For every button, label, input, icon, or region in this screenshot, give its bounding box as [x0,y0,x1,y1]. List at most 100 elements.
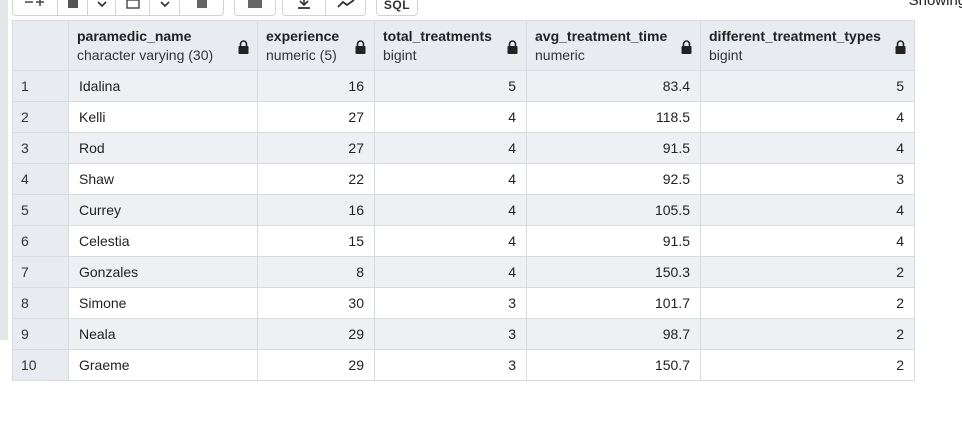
cell-avg-treatment-time[interactable]: 150.3 [526,256,701,288]
table-row: 1 Idalina 16 5 83.4 5 [12,70,915,102]
cell-different-treatment-types[interactable]: 4 [700,225,915,257]
cell-experience[interactable]: 27 [257,132,375,164]
cell-avg-treatment-time[interactable]: 101.7 [526,287,701,319]
cell-avg-treatment-time[interactable]: 98.7 [526,318,701,350]
cell-paramedic-name[interactable]: Kelli [68,101,258,133]
download-button[interactable] [283,0,325,15]
cell-paramedic-name[interactable]: Rod [68,132,258,164]
cell-experience[interactable]: 29 [257,318,375,350]
cell-paramedic-name[interactable]: Currey [68,194,258,226]
cell-total-treatments[interactable]: 5 [374,70,527,102]
cell-different-treatment-types[interactable]: 2 [700,256,915,288]
column-header-avg-treatment-time[interactable]: avg_treatment_time numeric [526,20,701,71]
cell-experience[interactable]: 22 [257,163,375,195]
cell-total-treatments[interactable]: 3 [374,287,527,319]
table-row: 4 Shaw 22 4 92.5 3 [12,163,915,195]
row-number[interactable]: 2 [12,101,69,133]
lock-icon [507,40,518,54]
cell-total-treatments[interactable]: 4 [374,163,527,195]
lock-icon [895,40,906,54]
cell-different-treatment-types[interactable]: 4 [700,132,915,164]
cell-avg-treatment-time[interactable]: 92.5 [526,163,701,195]
cell-paramedic-name[interactable]: Graeme [68,349,258,381]
cell-paramedic-name[interactable]: Celestia [68,225,258,257]
row-number[interactable]: 3 [12,132,69,164]
copy-button[interactable] [57,0,87,15]
column-name: avg_treatment_time [535,28,668,44]
cell-avg-treatment-time[interactable]: 91.5 [526,132,701,164]
cell-avg-treatment-time[interactable]: 91.5 [526,225,701,257]
row-number[interactable]: 8 [12,287,69,319]
cell-total-treatments[interactable]: 4 [374,132,527,164]
cell-avg-treatment-time[interactable]: 105.5 [526,194,701,226]
row-number[interactable]: 10 [12,349,69,381]
column-name: paramedic_name [77,28,192,44]
row-number[interactable]: 5 [12,194,69,226]
column-type: bigint [383,47,417,63]
save-data-button[interactable] [234,0,276,16]
copy-options-dropdown[interactable] [87,0,115,15]
table-row: 3 Rod 27 4 91.5 4 [12,132,915,164]
cell-experience[interactable]: 30 [257,287,375,319]
column-header-experience[interactable]: experience numeric (5) [257,20,375,71]
cell-total-treatments[interactable]: 4 [374,101,527,133]
cell-avg-treatment-time[interactable]: 83.4 [526,70,701,102]
table-row: 2 Kelli 27 4 118.5 4 [12,101,915,133]
cell-paramedic-name[interactable]: Idalina [68,70,258,102]
cell-paramedic-name[interactable]: Shaw [68,163,258,195]
sql-icon: SQL [383,0,411,12]
table-row: 9 Neala 29 3 98.7 2 [12,318,915,350]
cell-total-treatments[interactable]: 4 [374,194,527,226]
cell-paramedic-name[interactable]: Neala [68,318,258,350]
cell-different-treatment-types[interactable]: 2 [700,318,915,350]
row-number[interactable]: 9 [12,318,69,350]
column-name: different_treatment_types [709,28,881,44]
paste-button[interactable] [115,0,149,15]
row-number[interactable]: 6 [12,225,69,257]
graph-visualiser-button[interactable] [325,0,365,15]
cell-avg-treatment-time[interactable]: 118.5 [526,101,701,133]
table-row: 7 Gonzales 8 4 150.3 2 [12,256,915,288]
cell-avg-treatment-time[interactable]: 150.7 [526,349,701,381]
cell-experience[interactable]: 15 [257,225,375,257]
add-row-button[interactable] [13,0,57,15]
chevron-down-icon [159,1,170,8]
cell-different-treatment-types[interactable]: 4 [700,194,915,226]
lock-icon [681,40,692,54]
cell-paramedic-name[interactable]: Simone [68,287,258,319]
copy-icon [67,0,78,8]
column-type: numeric [535,47,585,63]
cell-experience[interactable]: 27 [257,101,375,133]
cell-experience[interactable]: 16 [257,194,375,226]
column-type: numeric (5) [266,47,337,63]
row-number[interactable]: 1 [12,70,69,102]
cell-total-treatments[interactable]: 4 [374,256,527,288]
cell-experience[interactable]: 29 [257,349,375,381]
row-number[interactable]: 7 [12,256,69,288]
cell-different-treatment-types[interactable]: 5 [700,70,915,102]
cell-different-treatment-types[interactable]: 3 [700,163,915,195]
row-count-status: Showing rows [908,0,962,9]
cell-experience[interactable]: 8 [257,256,375,288]
cell-different-treatment-types[interactable]: 2 [700,349,915,381]
cell-different-treatment-types[interactable]: 4 [700,101,915,133]
cell-total-treatments[interactable]: 4 [374,225,527,257]
paste-options-dropdown[interactable] [149,0,179,15]
edit-button-group [12,0,224,16]
sql-button[interactable]: SQL [376,0,418,16]
delete-button[interactable] [179,0,223,15]
table-row: 8 Simone 30 3 101.7 2 [12,287,915,319]
column-header-different-treatment-types[interactable]: different_treatment_types bigint [700,20,915,71]
cell-total-treatments[interactable]: 3 [374,318,527,350]
cell-total-treatments[interactable]: 3 [374,349,527,381]
column-header-paramedic-name[interactable]: paramedic_name character varying (30) [68,20,258,71]
table-row: 6 Celestia 15 4 91.5 4 [12,225,915,257]
column-name: experience [266,28,340,44]
delete-icon [196,0,207,8]
row-number[interactable]: 4 [12,163,69,195]
row-number-header[interactable] [12,20,69,71]
cell-different-treatment-types[interactable]: 2 [700,287,915,319]
cell-experience[interactable]: 16 [257,70,375,102]
column-header-total-treatments[interactable]: total_treatments bigint [374,20,527,71]
cell-paramedic-name[interactable]: Gonzales [68,256,258,288]
